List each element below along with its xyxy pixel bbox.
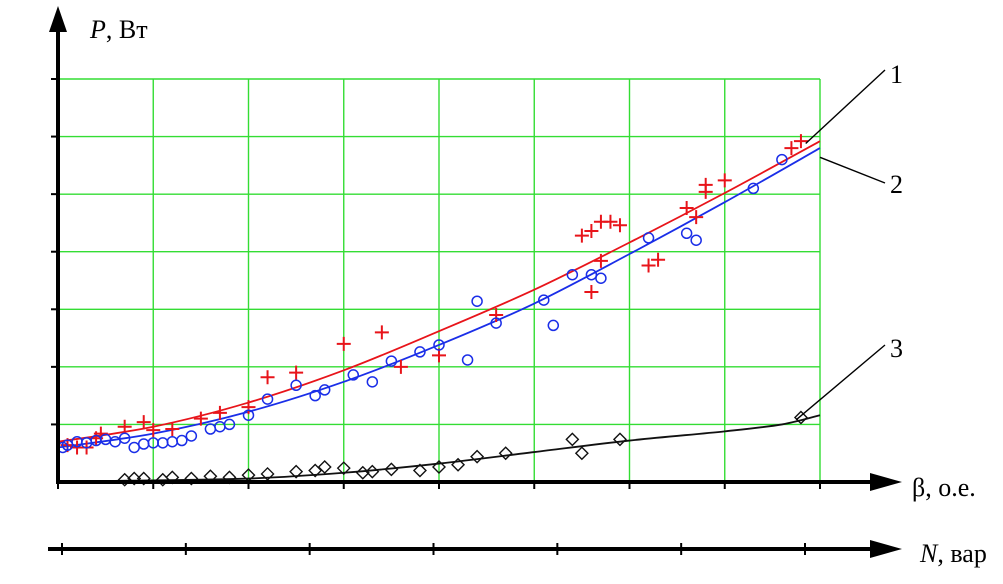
data-point	[99, 433, 112, 446]
data-point	[776, 153, 788, 166]
x-axis-arrow	[870, 473, 902, 491]
data-point	[471, 295, 483, 307]
data-point	[612, 218, 627, 233]
data-point	[146, 423, 161, 438]
data-point	[547, 319, 560, 332]
data-markers	[57, 134, 808, 487]
data-point	[318, 384, 331, 396]
data-point	[136, 415, 151, 430]
data-point	[461, 354, 474, 366]
data-point	[365, 464, 380, 479]
curve-label-1: 1	[890, 60, 903, 89]
data-point	[433, 339, 445, 351]
data-point	[374, 325, 389, 340]
data-point	[385, 355, 398, 367]
data-point	[698, 184, 713, 199]
data-point	[214, 420, 226, 433]
data-point	[157, 437, 169, 449]
data-point	[193, 411, 208, 426]
data-point	[470, 449, 485, 464]
data-point	[260, 466, 275, 481]
data-point	[565, 432, 580, 447]
data-point	[574, 228, 589, 243]
data-point	[412, 463, 427, 478]
data-point	[137, 438, 150, 450]
data-point	[651, 252, 666, 267]
data-point	[489, 308, 504, 323]
data-point	[336, 461, 351, 476]
data-point	[261, 393, 274, 405]
curve-label-2: 2	[890, 170, 903, 199]
data-point	[595, 272, 607, 284]
data-point	[223, 418, 236, 431]
data-point	[317, 460, 332, 475]
data-point	[566, 268, 579, 281]
axes	[48, 6, 902, 558]
data-point	[109, 435, 121, 448]
data-point	[612, 432, 627, 447]
data-point	[689, 210, 704, 225]
data-point	[498, 446, 513, 461]
data-point	[538, 294, 550, 306]
data-point	[747, 182, 760, 195]
data-point	[574, 446, 589, 461]
data-point	[366, 376, 379, 388]
data-point	[451, 457, 466, 472]
y-axis-arrow	[49, 6, 67, 32]
data-point	[176, 434, 188, 447]
data-point	[603, 214, 618, 229]
curve-leader-3	[795, 344, 886, 421]
data-point	[717, 173, 732, 188]
data-point	[165, 422, 180, 437]
x2-axis-label: N, вар	[919, 539, 987, 568]
data-point	[347, 369, 360, 381]
x-axis-label: β, о.е.	[912, 473, 976, 502]
data-point	[490, 317, 502, 329]
data-point	[260, 370, 275, 385]
data-point	[414, 346, 426, 358]
data-point	[185, 430, 198, 442]
data-point	[118, 432, 131, 444]
curve-label-leaders	[795, 69, 886, 421]
data-point	[289, 365, 304, 380]
data-point	[793, 134, 808, 149]
data-point	[241, 400, 256, 415]
data-point	[679, 200, 694, 215]
data-point	[432, 460, 446, 475]
data-point	[793, 410, 808, 425]
data-point	[384, 462, 399, 477]
data-point	[680, 227, 693, 240]
data-point	[204, 423, 217, 435]
data-point	[242, 409, 255, 421]
data-point	[290, 379, 302, 392]
data-point	[117, 419, 132, 434]
fit-curve-3	[115, 414, 821, 482]
grid	[57, 78, 821, 482]
data-point	[690, 234, 702, 246]
curve-label-3: 3	[890, 334, 903, 363]
data-point	[212, 405, 227, 420]
data-point	[127, 471, 142, 486]
data-point	[641, 258, 656, 273]
x2-axis-arrow	[870, 540, 902, 558]
data-point	[289, 464, 304, 479]
data-point	[336, 336, 351, 351]
data-point	[584, 223, 599, 238]
data-point	[166, 435, 179, 448]
data-point	[128, 441, 140, 454]
fit-curve-1	[57, 140, 821, 443]
data-point	[136, 471, 151, 486]
data-point	[593, 253, 608, 268]
data-point	[784, 141, 799, 156]
data-point	[309, 389, 321, 402]
data-point	[393, 359, 408, 374]
y-axis-label: P, Вт	[89, 15, 148, 44]
curve-leader-1	[805, 69, 886, 144]
data-point	[184, 471, 199, 486]
curve-leader-2	[819, 156, 886, 184]
data-point	[642, 232, 655, 244]
data-point	[584, 285, 599, 300]
